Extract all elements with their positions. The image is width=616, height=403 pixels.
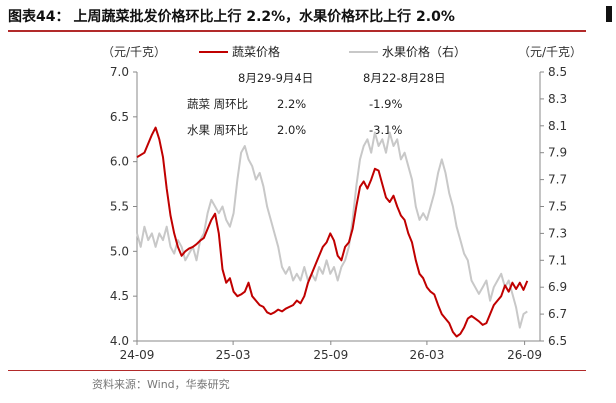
- right-tick-label: 7.5: [548, 200, 567, 214]
- right-tick-label: 7.3: [548, 226, 567, 240]
- series-line-fruit: [136, 131, 528, 329]
- annotation-row-vegetable-current: 2.2%: [277, 97, 306, 111]
- right-tick-label: 7.1: [548, 253, 567, 267]
- weekly-change-annotation: 8月29-9月4日 8月22-8月28日 蔬菜 周环比 2.2% -1.9% 水…: [187, 71, 446, 137]
- right-tick-label: 6.9: [548, 280, 567, 294]
- next-figure-edge: [606, 6, 612, 22]
- legend-item-vegetable: 蔬菜价格: [199, 44, 280, 59]
- left-tick-label: 6.0: [110, 155, 129, 169]
- left-tick-label: 6.5: [110, 110, 129, 124]
- right-tick-label: 8.1: [548, 119, 567, 133]
- right-axis-unit: （元/千克）: [518, 45, 582, 59]
- chart-frame: [136, 72, 541, 342]
- annotation-row-fruit-previous: -3.1%: [369, 123, 402, 137]
- left-tick-label: 5.0: [110, 244, 129, 258]
- left-axis-ticks: 4.0 4.5 5.0 5.5 6.0 6.5 7.0: [110, 65, 137, 348]
- figure-number: 图表44：: [8, 9, 70, 25]
- x-tick-label: 25-03: [216, 348, 251, 362]
- left-tick-label: 5.5: [110, 200, 129, 214]
- figure-title: 图表44： 上周蔬菜批发价格环比上行 2.2%，水果价格环比上行 2.0%: [8, 6, 586, 28]
- source-note: 资料来源：Wind，华泰研究: [92, 378, 230, 391]
- title-divider: [8, 30, 586, 32]
- legend-label-fruit: 水果价格（右）: [382, 44, 466, 59]
- series-line-vegetable: [136, 126, 529, 338]
- right-axis-ticks: 6.5 6.7 6.9 7.1 7.3 7.5 7.7 7.9 8.1 8.3 8.5: [540, 65, 567, 348]
- annotation-row-fruit-label: 水果 周环比: [187, 123, 248, 137]
- right-tick-label: 7.7: [548, 173, 567, 187]
- annotation-header-current: 8月29-9月4日: [238, 71, 313, 85]
- annotation-row-fruit-current: 2.0%: [277, 123, 306, 137]
- right-tick-label: 7.9: [548, 146, 567, 160]
- x-tick-label: 26-03: [409, 348, 444, 362]
- right-tick-label: 8.3: [548, 92, 567, 106]
- legend-label-vegetable: 蔬菜价格: [232, 44, 280, 59]
- x-tick-label: 24-09: [120, 348, 155, 362]
- x-axis-ticks: 24-09 25-03 25-09 26-03 26-09: [120, 341, 542, 362]
- left-tick-label: 4.5: [110, 289, 129, 303]
- left-tick-label: 4.0: [110, 334, 129, 348]
- legend: 蔬菜价格 水果价格（右）: [199, 44, 466, 59]
- annotation-row-vegetable-previous: -1.9%: [369, 97, 402, 111]
- right-tick-label: 8.5: [548, 65, 567, 79]
- bottom-divider: [8, 370, 586, 371]
- annotation-row-vegetable-label: 蔬菜 周环比: [187, 97, 248, 111]
- right-tick-label: 6.7: [548, 307, 567, 321]
- x-tick-label: 25-09: [313, 348, 348, 362]
- annotation-header-previous: 8月22-8月28日: [363, 71, 446, 85]
- x-tick-label: 26-09: [507, 348, 542, 362]
- legend-item-fruit: 水果价格（右）: [349, 44, 466, 59]
- figure-title-text: 上周蔬菜批发价格环比上行 2.2%，水果价格环比上行 2.0%: [73, 9, 455, 25]
- left-tick-label: 7.0: [110, 65, 129, 79]
- right-tick-label: 6.5: [548, 334, 567, 348]
- left-axis-unit: （元/千克）: [102, 45, 166, 59]
